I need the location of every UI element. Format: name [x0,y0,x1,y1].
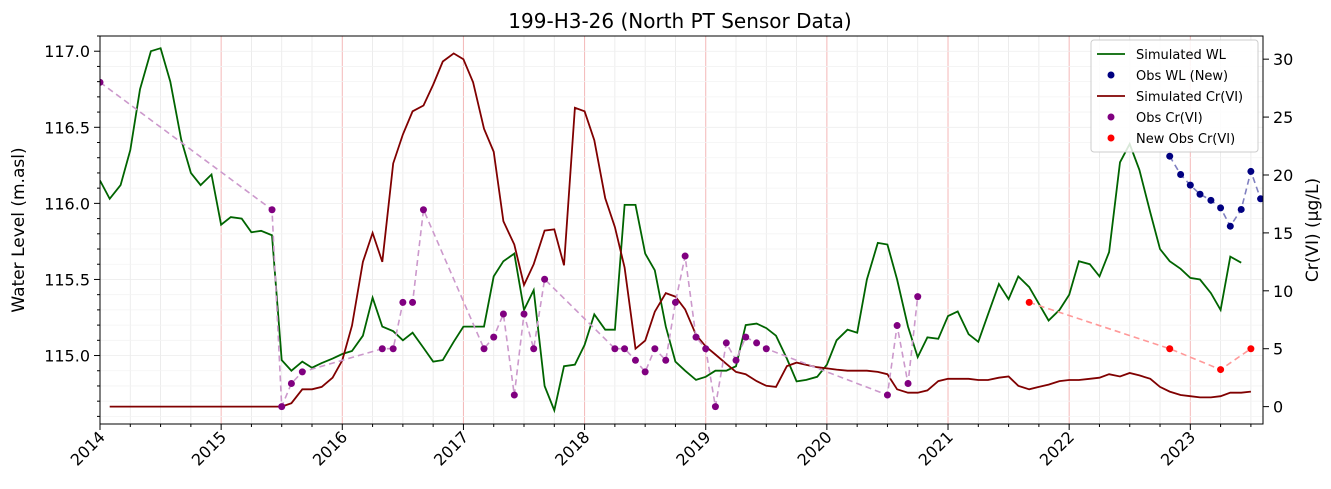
obs-cr-vi-point [278,403,286,411]
x-tick-label: 2014 [67,427,109,469]
obs-cr-vi-point [419,206,427,214]
obs-wl-new-point [1186,181,1194,189]
obs-cr-vi-point [530,345,538,353]
x-tick-label: 2022 [1036,427,1078,469]
x-tick-label: 2015 [188,427,230,469]
obs-wl-new-point [1268,204,1275,211]
obs-cr-vi-point [631,356,639,364]
series-layer [100,47,1275,414]
legend-swatch-obs-wl-new [1107,71,1115,79]
new-obs-cr-vi-connector [1028,301,1252,371]
new-obs-cr-vi-point [1025,298,1033,306]
obs-cr-vi-point [742,333,750,341]
obs-wl-new-point [1257,195,1263,203]
obs-cr-vi-connector [100,81,919,407]
x-tick-label: 2023 [1157,427,1199,469]
obs-cr-vi-point [520,310,528,318]
y-right-tick-label: 10 [1273,282,1293,301]
legend-label-new-obs-cr-vi: New Obs Cr(VI) [1136,132,1235,147]
obs-cr-vi-point [399,298,407,306]
obs-cr-vi-point [510,391,518,399]
legend-box [1090,39,1259,153]
obs-wl-new-point [1226,222,1234,230]
x-tick-label: 2017 [430,427,472,469]
obs-cr-vi-point [702,345,710,353]
obs-cr-vi-point [611,345,619,353]
obs-cr-vi-point [711,403,719,411]
x-tick-label: 2016 [309,427,351,469]
legend: Simulated WL Obs WL (New) Simulated Cr(VI)… [1090,39,1259,153]
y-right-tick-label: 5 [1273,340,1283,359]
obs-cr-vi-point [762,345,770,353]
x-tick-label: 2019 [672,427,714,469]
y-axis-right: 0 5 10 15 20 25 30 [1263,50,1293,417]
y-left-tick-label: 115.0 [44,347,90,366]
legend-label-simulated-wl: Simulated WL [1136,48,1227,63]
obs-cr-vi-point [480,345,488,353]
series-group [100,47,1275,414]
legend-label-obs-cr-vi: Obs Cr(VI) [1136,111,1203,126]
obs-cr-vi-point [621,345,629,353]
grid [99,35,1263,424]
y-right-tick-label: 0 [1273,398,1283,417]
obs-cr-vi-point [499,310,507,318]
obs-cr-vi-point [893,322,901,330]
simulated-cr-vi-line [109,52,1252,408]
obs-cr-vi-point [904,379,912,387]
x-tick-label: 2020 [793,427,835,469]
legend-swatch-obs-cr-vi [1107,113,1115,121]
obs-cr-vi-point [287,379,295,387]
x-axis: 2014 2015 2016 2017 2018 2019 2020 2021 2022 2023 [67,424,1252,470]
obs-wl-new-point [1247,167,1255,175]
legend-label-simulated-cr-vi: Simulated Cr(VI) [1136,90,1243,105]
y-axis-left: 115.0 115.5 116.0 116.5 117.0 [44,35,100,417]
simulated-wl-line [100,47,1242,414]
obs-cr-vi-point [671,298,679,306]
plot-frame [99,35,1264,425]
obs-cr-vi-point [298,368,306,376]
obs-cr-vi-point [409,298,417,306]
new-obs-cr-vi-point [1217,366,1225,374]
obs-cr-vi-point [641,368,649,376]
obs-cr-vi-point [722,339,730,347]
obs-cr-vi-point [692,333,700,341]
obs-cr-vi-point [389,345,397,353]
obs-cr-vi-point [541,275,549,283]
chart-title: 199-H3-26 (North PT Sensor Data) [508,9,851,33]
y-left-tick-label: 115.5 [44,270,90,289]
obs-cr-vi-point [753,339,761,347]
y-right-tick-label: 15 [1273,224,1293,243]
legend-label-obs-wl-new: Obs WL (New) [1136,69,1228,84]
obs-wl-new-point [1166,152,1174,160]
y-right-tick-label: 30 [1273,50,1293,69]
obs-cr-vi-point [914,293,922,301]
obs-cr-vi-point [378,345,386,353]
y-right-tick-label: 20 [1273,166,1293,185]
y-axis-right-label: Cr(VI) (µg/L) [1303,178,1323,282]
obs-wl-new-point [1207,196,1215,204]
obs-cr-vi-point [662,356,670,364]
obs-wl-new-point [1217,204,1225,212]
new-obs-cr-vi-point [1247,345,1255,353]
obs-cr-vi-point [651,345,659,353]
legend-swatch-new-obs-cr-vi [1107,134,1115,142]
obs-wl-new-point [1237,205,1245,213]
y-left-tick-label: 117.0 [44,42,90,61]
obs-cr-vi-point [100,78,104,86]
new-obs-cr-vi-point [1166,345,1174,353]
y-axis-left-label: Water Level (m.asl) [9,147,29,312]
obs-cr-vi-point [883,391,891,399]
y-right-tick-label: 25 [1273,108,1293,127]
obs-wl-new-point [1196,190,1204,198]
obs-cr-vi-point [490,333,498,341]
obs-cr-vi-point [681,252,689,260]
y-left-tick-label: 116.5 [44,118,90,137]
x-tick-label: 2018 [551,427,593,469]
obs-cr-vi-point [732,356,740,364]
x-tick-label: 2021 [915,427,957,469]
obs-wl-new-point [1177,170,1185,178]
obs-cr-vi-point [268,206,276,214]
y-left-tick-label: 116.0 [44,194,90,213]
